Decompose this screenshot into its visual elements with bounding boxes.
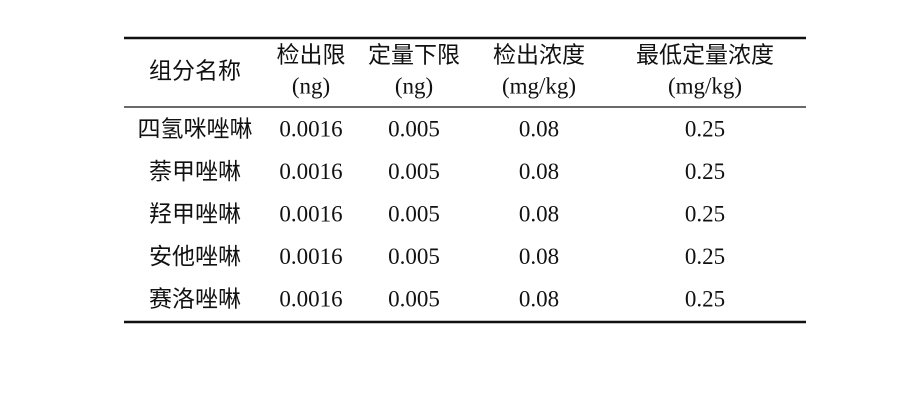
cell-value: 0.005 — [388, 244, 440, 269]
cell-value: 0.005 — [388, 286, 440, 311]
cell-value: 0.0016 — [279, 286, 342, 311]
header-unit: (ng) — [395, 73, 433, 98]
cell-value: 0.0016 — [279, 159, 342, 184]
header-label: 定量下限 — [368, 42, 460, 67]
cell-value: 0.25 — [685, 116, 725, 141]
cell-value: 0.25 — [685, 244, 725, 269]
header-unit: (mg/kg) — [668, 73, 742, 98]
row-name: 萘甲唑啉 — [149, 159, 241, 184]
cell-value: 0.25 — [685, 201, 725, 226]
cell-value: 0.25 — [685, 159, 725, 184]
cell-value: 0.0016 — [279, 244, 342, 269]
header-label: 检出浓度 — [493, 42, 585, 67]
row-name: 赛洛唑啉 — [149, 286, 241, 311]
header-unit: (ng) — [292, 73, 330, 98]
cell-value: 0.25 — [685, 286, 725, 311]
row-name: 羟甲唑啉 — [149, 201, 241, 226]
cell-value: 0.005 — [388, 116, 440, 141]
header-unit: (mg/kg) — [502, 73, 576, 98]
header-label: 最低定量浓度 — [636, 42, 774, 67]
cell-value: 0.0016 — [279, 201, 342, 226]
header-label: 组分名称 — [149, 58, 241, 83]
row-name: 安他唑啉 — [149, 244, 241, 269]
cell-value: 0.005 — [388, 201, 440, 226]
cell-value: 0.08 — [519, 201, 559, 226]
header-label: 检出限 — [277, 42, 346, 67]
cell-value: 0.005 — [388, 159, 440, 184]
cell-value: 0.08 — [519, 244, 559, 269]
cell-value: 0.0016 — [279, 116, 342, 141]
cell-value: 0.08 — [519, 116, 559, 141]
row-name: 四氢咪唑啉 — [138, 116, 253, 141]
cell-value: 0.08 — [519, 159, 559, 184]
cell-value: 0.08 — [519, 286, 559, 311]
